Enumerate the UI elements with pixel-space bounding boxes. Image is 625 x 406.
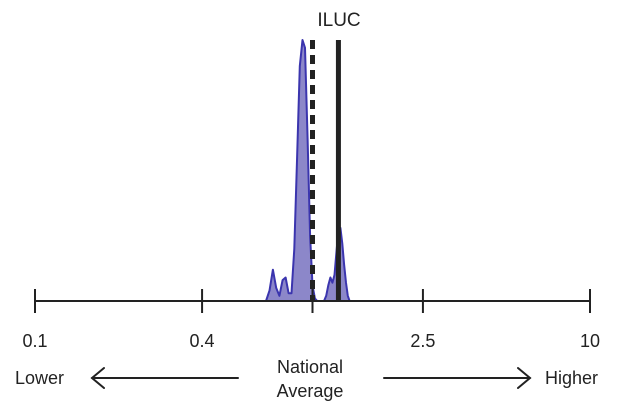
density-area	[265, 39, 363, 302]
right-arrow	[383, 367, 532, 389]
x-tick-label: 0.1	[22, 331, 47, 351]
x-ticks: 0.1 0.4 2.5 10	[22, 289, 600, 351]
national-label-line2: Average	[277, 381, 344, 401]
higher-label: Higher	[545, 368, 598, 388]
left-arrow	[90, 367, 239, 389]
x-tick-label: 0.4	[190, 331, 215, 351]
density-layer	[265, 39, 363, 302]
x-tick-label: 2.5	[410, 331, 435, 351]
x-tick-label: 10	[580, 331, 600, 351]
national-label-line1: National	[277, 357, 343, 377]
reference-lines	[310, 40, 341, 301]
ref-line-label: ILUC	[317, 10, 360, 31]
lower-label: Lower	[15, 368, 64, 388]
